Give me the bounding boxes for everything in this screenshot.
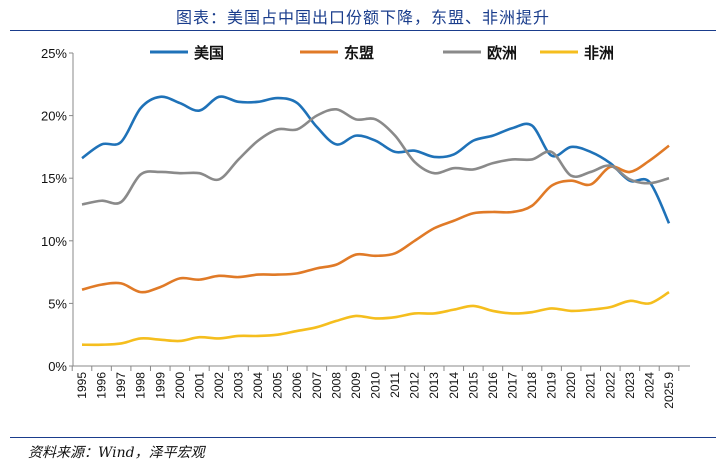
x-tick-label: 2007 <box>310 372 324 399</box>
series-line-3 <box>81 107 670 206</box>
x-tick-label: 2013 <box>427 372 441 399</box>
legend-label: 美国 <box>194 44 224 62</box>
x-tick-label: 1999 <box>153 372 167 399</box>
x-tick-label: 2001 <box>192 372 206 399</box>
series-line-4 <box>81 291 670 347</box>
x-tick-label: 1996 <box>95 372 109 399</box>
x-tick-label: 2018 <box>525 372 539 399</box>
x-tick-label: 2002 <box>212 372 226 399</box>
x-tick-label: 2009 <box>349 372 363 399</box>
x-tick-label: 2014 <box>447 372 461 399</box>
series-line-1 <box>81 95 671 224</box>
x-tick-label: 2021 <box>584 372 598 399</box>
y-tick-label: 5% <box>48 296 67 311</box>
x-tick-label: 2010 <box>369 372 383 399</box>
x-tick-label: 2006 <box>290 372 304 399</box>
x-tick-label: 1995 <box>75 372 89 399</box>
y-tick-label: 15% <box>41 171 67 186</box>
series-line-2 <box>81 144 670 294</box>
x-tick-label: 2017 <box>505 372 519 399</box>
x-tick-label: 2022 <box>603 372 617 399</box>
bottom-divider <box>10 437 716 438</box>
x-tick-label: 2025.9 <box>662 372 676 409</box>
title-divider <box>10 30 716 31</box>
x-tick-label: 2004 <box>251 372 265 399</box>
x-tick-label: 2016 <box>486 372 500 399</box>
x-tick-label: 2020 <box>564 372 578 399</box>
x-tick-label: 2015 <box>466 372 480 399</box>
x-tick-label: 2008 <box>329 372 343 399</box>
y-tick-label: 10% <box>41 234 67 249</box>
y-tick-label: 20% <box>41 109 67 124</box>
x-tick-label: 2003 <box>232 372 246 399</box>
x-tick-label: 1998 <box>134 372 148 399</box>
x-tick-label: 2024 <box>642 372 656 399</box>
x-tick-label: 2005 <box>271 372 285 399</box>
legend-label: 欧洲 <box>487 44 517 62</box>
legend-label: 东盟 <box>344 44 374 62</box>
x-tick-label: 2011 <box>388 372 402 398</box>
x-tick-label: 1997 <box>114 372 128 399</box>
y-tick-label: 0% <box>48 359 67 374</box>
legend-label: 非洲 <box>584 44 614 62</box>
x-tick-label: 2023 <box>623 372 637 399</box>
chart-title: 图表：美国占中国出口份额下降，东盟、非洲提升 <box>175 8 550 27</box>
source-note: 资料来源：Wind，泽平宏观 <box>28 445 205 461</box>
x-tick-label: 2019 <box>545 372 559 399</box>
x-tick-label: 2012 <box>408 372 422 399</box>
x-tick-label: 2000 <box>173 372 187 399</box>
y-tick-label: 25% <box>41 46 67 61</box>
